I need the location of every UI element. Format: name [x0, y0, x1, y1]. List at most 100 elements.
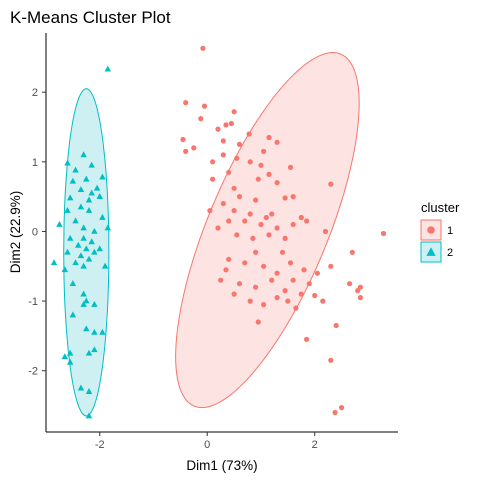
- data-points: [50, 45, 387, 419]
- y-tick-label: 1: [32, 157, 38, 169]
- cluster-2-point: [72, 166, 79, 173]
- cluster-2-point: [96, 245, 103, 252]
- cluster-1-point: [191, 145, 197, 151]
- cluster-1-point: [282, 288, 288, 294]
- cluster-1-point: [183, 148, 189, 154]
- chart-title: K-Means Cluster Plot: [10, 8, 171, 27]
- cluster-1-point: [282, 235, 288, 241]
- cluster-1-point: [210, 159, 216, 165]
- cluster-1-ellipse: [175, 51, 360, 409]
- cluster-1-point: [261, 302, 267, 308]
- cluster-2-point: [93, 184, 101, 191]
- cluster-1-point: [266, 232, 272, 238]
- cluster-1-point: [274, 180, 280, 186]
- cluster-1-point: [258, 162, 264, 168]
- cluster-2-point: [91, 346, 98, 353]
- cluster-1-point: [223, 122, 229, 128]
- cluster-1-point: [220, 201, 226, 207]
- cluster-2-point: [80, 151, 87, 158]
- cluster-2-point: [56, 220, 63, 227]
- y-axis-ticks: -2 -1 0 1 2: [28, 87, 46, 378]
- cluster-1-point: [247, 298, 253, 304]
- cluster-1-point: [242, 260, 248, 266]
- cluster-2-point: [66, 349, 74, 356]
- cluster-2-point: [91, 248, 98, 255]
- y-tick-label: -1: [28, 296, 38, 308]
- cluster-1-point: [306, 281, 312, 287]
- cluster-1-point: [253, 249, 259, 255]
- cluster-2-point: [80, 300, 87, 307]
- y-tick-label: 0: [32, 226, 38, 238]
- cluster-1-point: [266, 171, 272, 177]
- cluster-1-point: [304, 218, 310, 224]
- cluster-1-point: [357, 284, 363, 290]
- cluster-1-point: [234, 155, 240, 161]
- cluster-1-point: [231, 109, 237, 115]
- cluster-2-point: [50, 259, 58, 266]
- cluster-2-point: [85, 196, 93, 203]
- cluster-1-point: [290, 194, 296, 200]
- cluster-2-point: [69, 177, 77, 184]
- cluster-1-point: [250, 235, 256, 241]
- cluster-1-point: [201, 103, 208, 109]
- y-tick-label: 2: [32, 87, 38, 99]
- cluster-1-point: [290, 277, 296, 283]
- cluster-1-point: [183, 100, 189, 106]
- cluster-1-point: [328, 263, 334, 269]
- cluster-2-point: [77, 203, 85, 210]
- cluster-1-point: [236, 281, 243, 287]
- cluster-1-point: [215, 126, 221, 132]
- cluster-1-point: [293, 305, 299, 311]
- cluster-2-point: [88, 189, 95, 196]
- cluster-1-point: [322, 228, 329, 235]
- cluster-1-point: [210, 176, 216, 182]
- cluster-1-point: [246, 131, 252, 137]
- cluster-1-point: [274, 270, 280, 276]
- x-tick-label: 0: [204, 439, 210, 451]
- cluster-1-point: [312, 292, 318, 299]
- legend-label-2: 2: [447, 247, 453, 259]
- cluster-1-point: [349, 249, 355, 255]
- cluster-1-point: [357, 295, 363, 301]
- legend-label-1: 1: [447, 225, 453, 237]
- cluster-2-point: [104, 65, 112, 72]
- cluster-2-point: [77, 252, 85, 259]
- cluster-1-point: [298, 214, 304, 221]
- cluster-2-point: [64, 248, 71, 255]
- cluster-1-point: [285, 298, 291, 304]
- cluster-1-point: [231, 291, 237, 297]
- cluster-1-point: [269, 277, 275, 283]
- cluster-1-point: [274, 139, 280, 145]
- legend-triangle-icon: [426, 247, 436, 256]
- cluster-1-point: [258, 221, 264, 228]
- x-tick-label: 2: [312, 439, 318, 451]
- cluster-2-point: [99, 173, 106, 180]
- cluster-2-point: [75, 241, 82, 248]
- cluster-2-point: [91, 227, 98, 234]
- cluster-1-point: [220, 152, 226, 158]
- cluster-1-point: [226, 169, 232, 175]
- x-axis-ticks: -2 0 2: [95, 432, 318, 451]
- cluster-1-point: [198, 116, 204, 122]
- cluster-1-point: [290, 221, 296, 228]
- cluster-2-point: [85, 349, 93, 356]
- cluster-1-point: [226, 256, 232, 262]
- cluster-2-point: [99, 213, 106, 220]
- cluster-1-point: [261, 148, 267, 154]
- cluster-1-point: [253, 284, 259, 290]
- cluster-2-ellipse: [63, 88, 110, 417]
- y-tick-label: -2: [28, 366, 38, 378]
- cluster-1-point: [328, 357, 334, 363]
- cluster-1-point: [333, 322, 339, 329]
- cluster-1-point: [328, 181, 334, 187]
- cluster-2-point: [83, 245, 90, 252]
- cluster-1-point: [347, 281, 353, 287]
- cluster-1-point: [380, 230, 387, 237]
- cluster-1-point: [255, 176, 261, 182]
- cluster-1-point: [298, 291, 304, 297]
- cluster-1-point: [247, 211, 253, 217]
- cluster-1-point: [200, 45, 206, 51]
- cluster-1-point: [301, 267, 307, 273]
- cluster-1-point: [332, 409, 338, 416]
